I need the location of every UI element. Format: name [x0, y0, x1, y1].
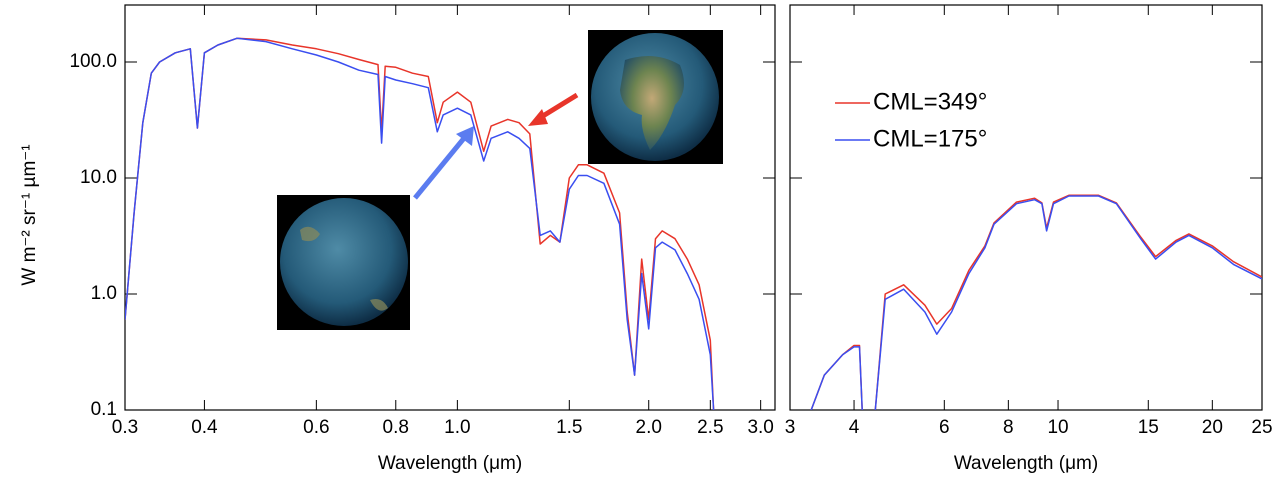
x-tick-label: 3 [785, 417, 796, 438]
plot-frame [124, 4, 776, 411]
y-tick-label: 0.1 [91, 399, 117, 420]
x-tick-label: 0.8 [383, 417, 409, 438]
x-tick-label: 20 [1202, 417, 1223, 438]
legend-label: CML=349° [873, 88, 987, 115]
arrow-blue [413, 126, 474, 200]
x-axis-title: Wavelength (μm) [954, 453, 1098, 474]
plot-area [810, 194, 1262, 410]
x-tick-label: 1.0 [444, 417, 470, 438]
y-tick-label: 1.0 [91, 283, 117, 304]
plot-area [125, 37, 715, 410]
x-tick-label: 2.5 [697, 417, 723, 438]
x-tick-label: 1.5 [556, 417, 582, 438]
plot-frame [789, 4, 1263, 411]
earth-image-pacific [277, 195, 410, 330]
y-tick-label: 100.0 [69, 51, 117, 72]
x-tick-label: 15 [1138, 417, 1159, 438]
x-tick-label: 2.0 [636, 417, 662, 438]
x-tick-label: 6 [939, 417, 950, 438]
x-tick-label: 0.4 [191, 417, 218, 438]
x-axis-title: Wavelength (μm) [378, 453, 522, 474]
spectrum-line [810, 195, 1262, 410]
arrow-red [528, 92, 579, 126]
earth-image-africa [588, 30, 723, 164]
x-tick-label: 10 [1047, 417, 1068, 438]
x-tick-label: 3.0 [747, 417, 773, 438]
x-tick-label: 0.6 [303, 417, 329, 438]
x-tick-label: 4 [849, 417, 860, 438]
y-tick-label: 10.0 [80, 167, 117, 188]
legend-label: CML=175° [873, 125, 987, 152]
x-tick-label: 25 [1251, 417, 1272, 438]
spectrum-line [125, 37, 715, 410]
y-axis-title: W m⁻² sr⁻¹ µm⁻¹ [19, 144, 40, 285]
x-tick-label: 0.3 [112, 417, 138, 438]
x-tick-label: 8 [1003, 417, 1014, 438]
